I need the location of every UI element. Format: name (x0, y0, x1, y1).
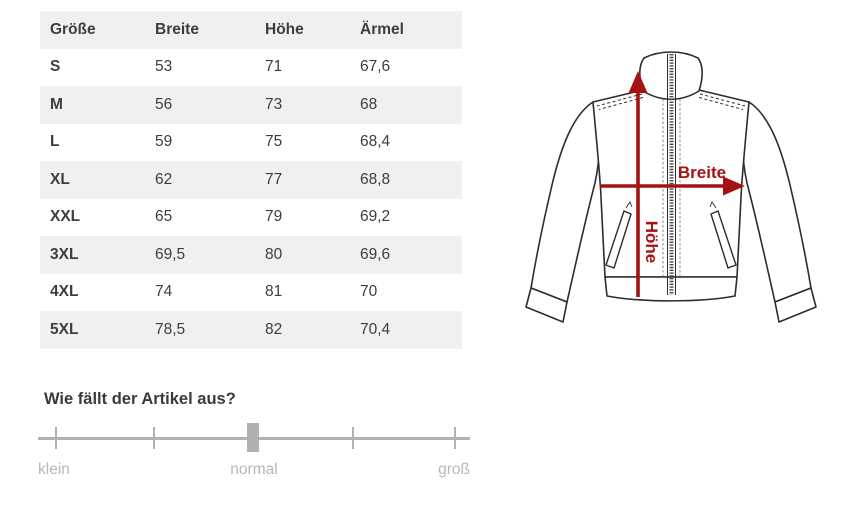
table-cell: 70 (360, 283, 378, 301)
column-header: Ärmel (360, 20, 404, 38)
slider-label-normal: normal (230, 461, 278, 478)
table-row: S 53 71 67,6 (40, 49, 462, 87)
fit-question: Wie fällt der Artikel aus? (44, 390, 236, 408)
size-table-header: Größe Breite Höhe Ärmel (40, 11, 462, 49)
table-row: XL 62 77 68,8 (40, 161, 462, 199)
jacket-collar (638, 51, 704, 101)
table-cell: 53 (155, 58, 173, 76)
table-cell: 78,5 (155, 320, 186, 338)
hoehe-label: Höhe (642, 221, 661, 264)
jacket-right-pocket-pull (709, 201, 717, 209)
table-cell: 80 (265, 245, 283, 263)
column-header: Breite (155, 20, 199, 38)
table-cell: 68 (360, 95, 378, 113)
slider-tick (454, 427, 456, 449)
table-cell: S (50, 58, 61, 76)
table-row: 3XL 69,5 80 69,6 (40, 236, 462, 274)
slider-handle[interactable] (247, 423, 259, 452)
jacket-right-cuff (774, 287, 817, 323)
table-cell: 62 (155, 170, 173, 188)
table-cell: 77 (265, 170, 283, 188)
hoehe-arrowhead (628, 71, 648, 93)
jacket-right-yoke-seam (699, 93, 746, 107)
table-cell: 3XL (50, 245, 79, 263)
table-cell: 70,4 (360, 320, 391, 338)
slider-tick (55, 427, 57, 449)
slider-label-gross: groß (438, 461, 470, 478)
table-cell: 79 (265, 208, 283, 226)
jacket-zipper (662, 54, 681, 295)
jacket-right-pocket (710, 210, 737, 269)
table-cell: 4XL (50, 283, 79, 301)
table-row: 4XL 74 81 70 (40, 274, 462, 312)
table-cell: XL (50, 170, 70, 188)
table-cell: 68,4 (360, 133, 391, 151)
table-cell: 69,5 (155, 245, 186, 263)
table-row: L 59 75 68,4 (40, 124, 462, 162)
table-cell: 59 (155, 133, 173, 151)
slider-tick (153, 427, 155, 449)
table-cell: 71 (265, 58, 283, 76)
column-header: Höhe (265, 20, 304, 38)
jacket-right-sleeve (741, 101, 812, 303)
size-table: Größe Breite Höhe Ärmel S 53 71 67,6 M 56 73 68 L 59… (40, 11, 462, 349)
table-cell: 74 (155, 283, 173, 301)
jacket-left-pocket (605, 210, 632, 269)
table-cell: L (50, 133, 60, 151)
table-cell: 75 (265, 133, 283, 151)
jacket-left-yoke-seam (596, 93, 643, 107)
table-cell: 81 (265, 283, 283, 301)
measure-arrows (600, 71, 745, 297)
breite-label: Breite (678, 163, 726, 182)
table-row: M 56 73 68 (40, 86, 462, 124)
table-row: XXL 65 79 69,2 (40, 199, 462, 237)
jacket-left-cuff (525, 287, 568, 323)
table-cell: 69,6 (360, 245, 391, 263)
table-cell: 65 (155, 208, 173, 226)
table-cell: 69,2 (360, 208, 391, 226)
table-row: 5XL 78,5 82 70,4 (40, 311, 462, 349)
slider-label-klein: klein (38, 461, 70, 478)
table-cell: 68,8 (360, 170, 391, 188)
jacket-left-sleeve (530, 101, 601, 303)
table-cell: 5XL (50, 320, 79, 338)
table-cell: XXL (50, 208, 81, 226)
jacket-diagram: Breite Höhe (505, 25, 850, 345)
slider-tick (352, 427, 354, 449)
table-cell: 67,6 (360, 58, 391, 76)
table-cell: 56 (155, 95, 173, 113)
table-cell: M (50, 95, 63, 113)
jacket-waistband (604, 276, 738, 302)
breite-arrowhead (723, 176, 745, 196)
table-cell: 82 (265, 320, 283, 338)
jacket-left-pocket-pull (625, 201, 633, 209)
column-header: Größe (50, 20, 96, 38)
table-cell: 73 (265, 95, 283, 113)
